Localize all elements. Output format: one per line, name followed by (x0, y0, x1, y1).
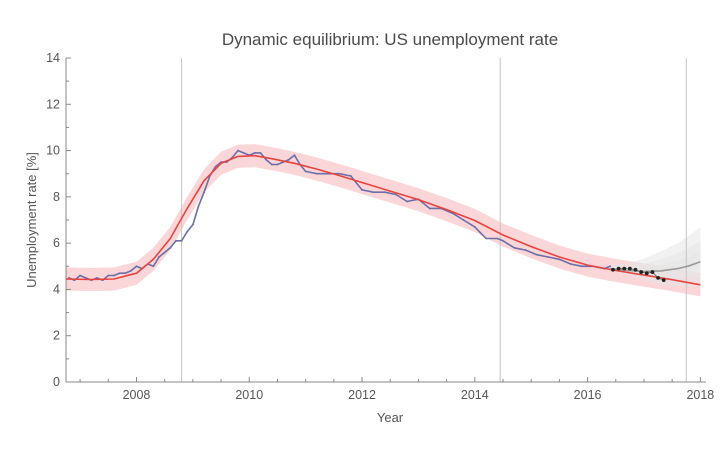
data-point (96, 276, 98, 279)
y-tick-label: 10 (46, 144, 60, 158)
post-forecast-point (633, 267, 638, 272)
x-tick-label: 2016 (574, 388, 602, 402)
data-point (276, 163, 279, 166)
data-point (535, 253, 538, 256)
data-point (361, 189, 363, 191)
data-point (253, 151, 256, 154)
data-point (259, 151, 262, 154)
data-point (124, 272, 127, 275)
data-point (513, 246, 516, 249)
data-point (270, 163, 273, 166)
x-axis-label: Year (377, 410, 404, 425)
x-tick-label: 2010 (235, 388, 263, 402)
data-point (462, 219, 465, 221)
plot-area: 0 2 4 6 8 10 12 14 2008 2010 2012 2014 2016 2018 (46, 51, 714, 402)
data-point (316, 172, 318, 175)
data-point (496, 237, 499, 240)
data-point (214, 165, 217, 168)
data-point (169, 246, 172, 249)
data-point (349, 175, 352, 177)
data-point (158, 256, 160, 258)
data-point (372, 191, 375, 194)
y-tick-label: 4 (53, 282, 60, 296)
data-point (203, 191, 206, 194)
post-forecast-point (656, 275, 660, 280)
data-point (383, 191, 386, 194)
post-forecast-point (616, 266, 621, 271)
data-point (113, 274, 115, 277)
forecast-line (610, 260, 701, 273)
data-point (129, 270, 132, 272)
model-line (65, 154, 701, 286)
post-forecast-point (661, 278, 666, 283)
data-point (175, 239, 177, 242)
data-point (581, 265, 583, 268)
data-point (237, 149, 239, 152)
x-tick-label: 2014 (461, 388, 489, 402)
post-forecast-point (611, 267, 615, 272)
data-point (287, 158, 290, 161)
post-forecast-point (644, 271, 649, 276)
data-point (406, 200, 409, 203)
y-tick-label: 14 (46, 51, 60, 65)
data-point (293, 154, 296, 157)
data-point (152, 265, 155, 268)
data-point (135, 265, 138, 268)
post-forecast-line (612, 268, 664, 281)
data-point (609, 265, 612, 268)
post-forecast-point (650, 270, 655, 274)
x-tick-label: 2018 (686, 388, 714, 402)
data-point (485, 237, 487, 240)
data-point (304, 170, 307, 173)
data-point (84, 276, 87, 279)
data-point (107, 274, 110, 277)
data-point (79, 274, 81, 277)
data-point (191, 223, 194, 226)
post-forecast-point (639, 270, 644, 274)
y-tick-label: 2 (53, 329, 60, 343)
post-forecast-point (627, 266, 632, 271)
data-point (197, 205, 200, 208)
data-point (265, 158, 268, 161)
data-point (569, 263, 572, 265)
y-axis-label: Unemployment rate [%] (24, 152, 39, 288)
data-point (394, 193, 397, 196)
x-tick-label: 2008 (123, 388, 151, 402)
data-point (118, 272, 121, 275)
data-point (502, 239, 504, 242)
post-forecast-point (622, 266, 627, 271)
data-point (558, 258, 561, 261)
y-tick-label: 12 (46, 97, 60, 111)
x-tick-label: 2012 (348, 388, 376, 402)
data-point (338, 172, 341, 175)
chart-title: Dynamic equilibrium: US unemployment rat… (222, 30, 558, 49)
data-point (524, 249, 527, 251)
y-tick-label: 0 (53, 375, 60, 389)
data-point (428, 207, 431, 210)
data-point (163, 251, 166, 254)
data-point (180, 239, 183, 242)
model-band (66, 144, 701, 297)
y-tick-label: 6 (53, 236, 60, 250)
data-point (547, 256, 550, 258)
data-point (186, 230, 189, 233)
data-point (473, 226, 476, 228)
y-tick-label: 8 (53, 190, 60, 204)
data-point (242, 151, 245, 154)
